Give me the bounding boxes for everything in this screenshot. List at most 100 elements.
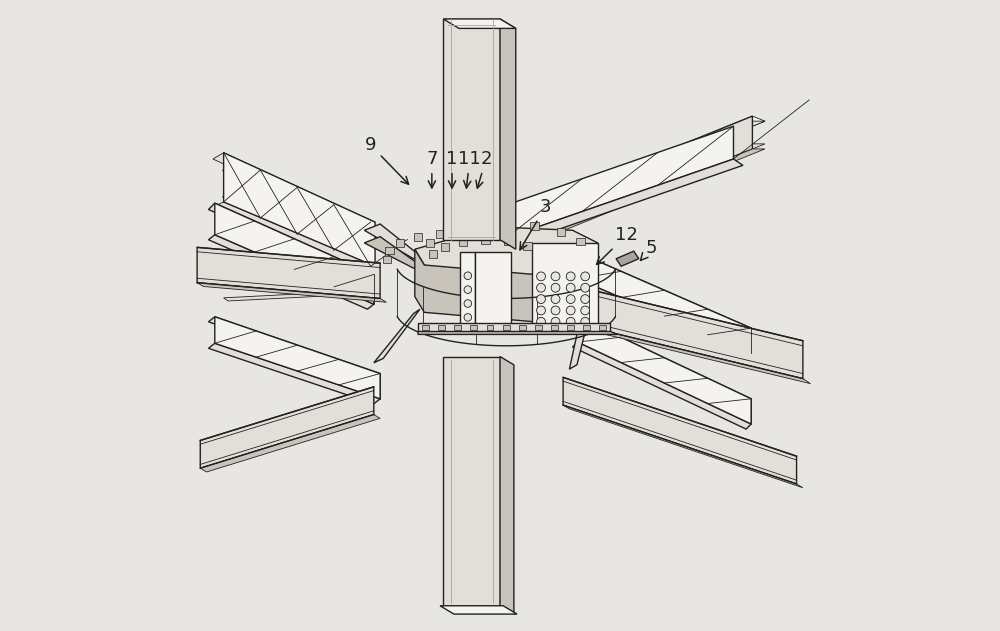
Polygon shape — [475, 252, 511, 325]
Text: 1: 1 — [446, 150, 458, 188]
Polygon shape — [443, 19, 500, 240]
Polygon shape — [503, 121, 765, 222]
Polygon shape — [443, 19, 516, 28]
Text: 7: 7 — [426, 150, 438, 188]
Polygon shape — [415, 249, 588, 322]
Circle shape — [551, 295, 560, 304]
Text: 2: 2 — [476, 150, 492, 188]
Polygon shape — [364, 237, 420, 268]
Bar — [414, 233, 422, 240]
Polygon shape — [506, 159, 743, 244]
Polygon shape — [532, 243, 598, 331]
Text: 9: 9 — [365, 136, 409, 184]
Circle shape — [566, 283, 575, 292]
Polygon shape — [616, 251, 639, 266]
Polygon shape — [569, 306, 591, 369]
Bar — [504, 238, 512, 245]
Polygon shape — [213, 153, 375, 228]
Bar — [454, 325, 461, 330]
Bar — [385, 247, 394, 254]
Circle shape — [581, 272, 590, 281]
Polygon shape — [215, 317, 380, 399]
Polygon shape — [364, 224, 420, 259]
Circle shape — [551, 317, 560, 326]
Bar — [500, 221, 508, 228]
Polygon shape — [222, 192, 367, 259]
Bar — [459, 239, 467, 245]
Polygon shape — [573, 252, 751, 334]
Bar — [470, 325, 477, 330]
Polygon shape — [224, 290, 375, 301]
Polygon shape — [208, 235, 374, 309]
Bar — [383, 256, 391, 263]
Text: 12: 12 — [597, 227, 638, 264]
Bar — [567, 325, 574, 330]
Polygon shape — [563, 405, 803, 488]
Polygon shape — [503, 116, 765, 222]
Circle shape — [537, 295, 545, 304]
Circle shape — [566, 295, 575, 304]
Polygon shape — [208, 203, 374, 281]
Polygon shape — [224, 153, 375, 266]
Polygon shape — [566, 284, 803, 379]
Polygon shape — [573, 317, 751, 404]
Polygon shape — [197, 247, 380, 298]
Circle shape — [566, 306, 575, 315]
Polygon shape — [215, 203, 374, 304]
Circle shape — [551, 272, 560, 281]
Polygon shape — [500, 19, 516, 249]
Circle shape — [464, 314, 472, 321]
Circle shape — [566, 272, 575, 281]
Circle shape — [464, 272, 472, 280]
Circle shape — [537, 272, 545, 281]
Polygon shape — [578, 317, 751, 424]
Text: 3: 3 — [520, 198, 551, 250]
Polygon shape — [506, 241, 598, 257]
Circle shape — [581, 295, 590, 304]
Circle shape — [581, 283, 590, 292]
Bar — [599, 325, 606, 330]
Polygon shape — [506, 126, 733, 238]
Text: 11: 11 — [458, 150, 481, 188]
Circle shape — [464, 300, 472, 307]
Polygon shape — [418, 331, 617, 334]
Polygon shape — [503, 149, 765, 250]
Polygon shape — [503, 116, 752, 250]
Bar — [438, 325, 445, 330]
Bar — [443, 230, 452, 237]
Circle shape — [566, 317, 575, 326]
Bar — [583, 325, 590, 330]
Circle shape — [537, 283, 545, 292]
Polygon shape — [200, 415, 380, 472]
Bar — [396, 239, 404, 247]
Circle shape — [537, 317, 545, 326]
Polygon shape — [500, 357, 514, 614]
Polygon shape — [415, 227, 598, 278]
Circle shape — [581, 317, 590, 326]
Polygon shape — [374, 309, 420, 363]
Bar — [487, 325, 493, 330]
Polygon shape — [440, 606, 517, 614]
Polygon shape — [503, 144, 765, 245]
Polygon shape — [224, 278, 375, 288]
Polygon shape — [578, 252, 751, 353]
Bar — [523, 242, 532, 250]
Bar — [436, 230, 444, 238]
Polygon shape — [200, 387, 374, 468]
Polygon shape — [443, 357, 500, 606]
Bar — [551, 325, 558, 330]
Bar — [481, 237, 490, 244]
Polygon shape — [208, 317, 380, 379]
Bar — [441, 243, 449, 251]
Circle shape — [464, 286, 472, 293]
Polygon shape — [208, 343, 380, 404]
Circle shape — [581, 306, 590, 315]
Polygon shape — [563, 377, 797, 484]
Bar — [429, 250, 437, 257]
Polygon shape — [460, 252, 475, 325]
Polygon shape — [197, 283, 386, 302]
Polygon shape — [418, 323, 610, 331]
Bar — [519, 325, 526, 330]
Bar — [503, 325, 510, 330]
Bar — [422, 325, 429, 330]
